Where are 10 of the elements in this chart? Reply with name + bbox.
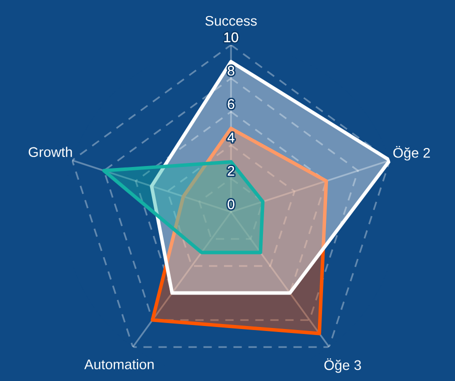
spoke-label: Automation xyxy=(84,359,154,370)
y-tick-label: 6 xyxy=(228,99,234,110)
y-tick-label: 2 xyxy=(228,166,234,176)
y-tick-label: 4 xyxy=(227,132,234,142)
spoke-label: Öğe 3 xyxy=(324,358,361,373)
spoke-label: Success xyxy=(205,16,257,26)
y-tick-label: 10 xyxy=(224,32,238,42)
spoke-label: Öğe 2 xyxy=(393,146,430,161)
y-tick-label: 0 xyxy=(228,199,234,210)
spoke-label: Growth xyxy=(28,146,72,157)
